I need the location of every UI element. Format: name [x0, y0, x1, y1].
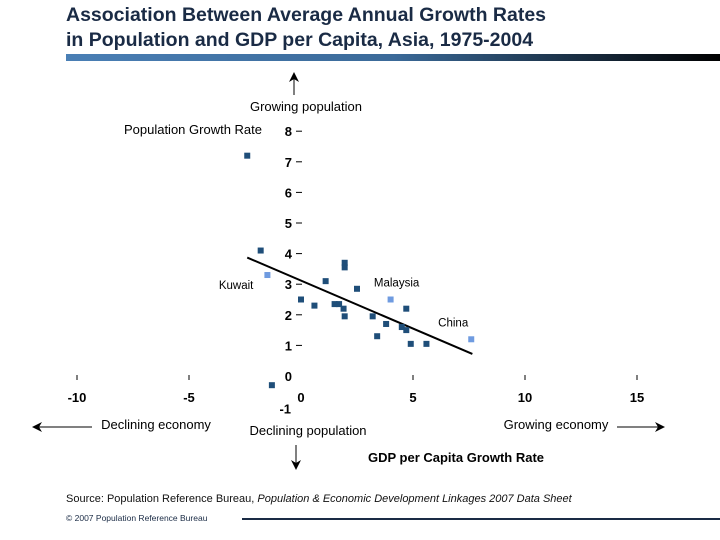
y-tick-label: -1: [279, 402, 291, 417]
data-point: [340, 305, 347, 312]
annotation-right: Growing economy: [504, 417, 609, 432]
data-point: [336, 301, 343, 308]
y-tick-label: 6: [285, 185, 292, 200]
annotation-up: Growing population: [250, 99, 362, 114]
source-note: Source: Population Reference Bureau, Pop…: [66, 493, 572, 505]
data-point: [423, 340, 430, 347]
data-point: [244, 152, 251, 159]
data-point: [403, 305, 410, 312]
title-line-2: in Population and GDP per Capita, Asia, …: [66, 29, 534, 51]
y-tick-label: 0: [285, 369, 292, 384]
copyright: © 2007 Population Reference Bureau: [66, 513, 208, 523]
y-tick-label: 4: [285, 247, 293, 262]
chart-title: Association Between Average Annual Growt…: [66, 3, 546, 53]
point-label-kuwait: Kuwait: [219, 280, 254, 292]
data-point: [341, 259, 348, 266]
trend-line: [246, 256, 473, 355]
data-point: [398, 324, 405, 331]
y-tick-label: 8: [285, 124, 292, 139]
x-tick-label: 15: [630, 390, 644, 405]
data-point-malaysia: [387, 296, 394, 303]
data-point: [331, 301, 338, 308]
x-axis-title: GDP per Capita Growth Rate: [368, 450, 544, 465]
data-point: [407, 340, 414, 347]
data-point: [383, 320, 390, 327]
data-point-kuwait: [264, 272, 271, 279]
x-tick-label: 10: [518, 390, 532, 405]
point-label-china: China: [438, 317, 469, 329]
data-point-china: [468, 336, 475, 343]
y-tick-label: 5: [285, 216, 292, 231]
x-tick-label: 0: [297, 390, 304, 405]
y-axis-title: Population Growth Rate: [124, 122, 262, 137]
x-tick-label: -5: [183, 390, 195, 405]
y-tick-label: 7: [285, 155, 292, 170]
y-tick-label: 2: [285, 308, 292, 323]
source-prefix: Source: Population Reference Bureau,: [66, 493, 258, 505]
annotation-down: Declining population: [249, 423, 366, 438]
x-tick-label: 5: [409, 390, 416, 405]
data-point: [403, 327, 410, 334]
point-label-malaysia: Malaysia: [374, 278, 420, 290]
y-tick-label: 3: [285, 277, 292, 292]
x-tick-label: -10: [68, 390, 87, 405]
title-line-1: Association Between Average Annual Growt…: [66, 4, 547, 26]
title-underline: [66, 54, 720, 61]
data-point: [298, 296, 304, 303]
data-point: [354, 285, 360, 292]
data-point: [311, 302, 318, 309]
data-point: [341, 313, 348, 320]
footer-rule: [242, 518, 720, 520]
source-title: Population & Economic Development Linkag…: [257, 493, 572, 505]
data-point: [341, 264, 348, 271]
y-tick-label: 1: [285, 338, 292, 353]
data-point: [374, 333, 381, 340]
data-point: [369, 313, 376, 320]
data-point: [322, 278, 329, 285]
data-point: [268, 382, 275, 389]
annotation-left: Declining economy: [101, 417, 211, 432]
data-point: [257, 247, 264, 254]
